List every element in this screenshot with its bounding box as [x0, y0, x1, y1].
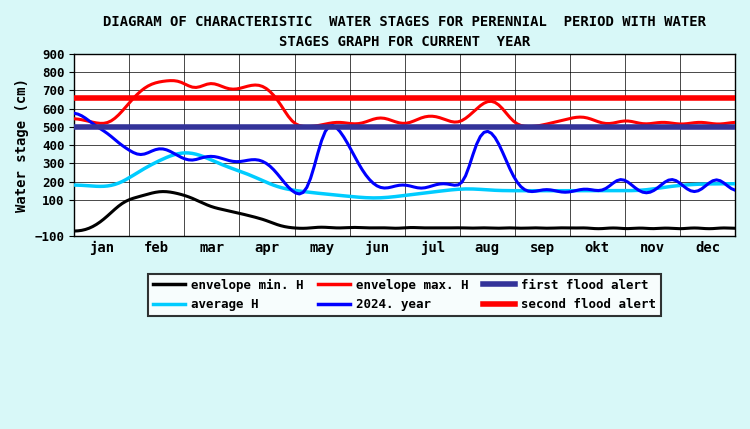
Title: DIAGRAM OF CHARACTERISTIC  WATER STAGES FOR PERENNIAL  PERIOD WITH WATER
STAGES : DIAGRAM OF CHARACTERISTIC WATER STAGES F… [104, 15, 706, 48]
Y-axis label: Water stage (cm): Water stage (cm) [15, 78, 29, 212]
Legend: envelope min. H, average H, envelope max. H, 2024. year, first flood alert, seco: envelope min. H, average H, envelope max… [148, 274, 661, 316]
